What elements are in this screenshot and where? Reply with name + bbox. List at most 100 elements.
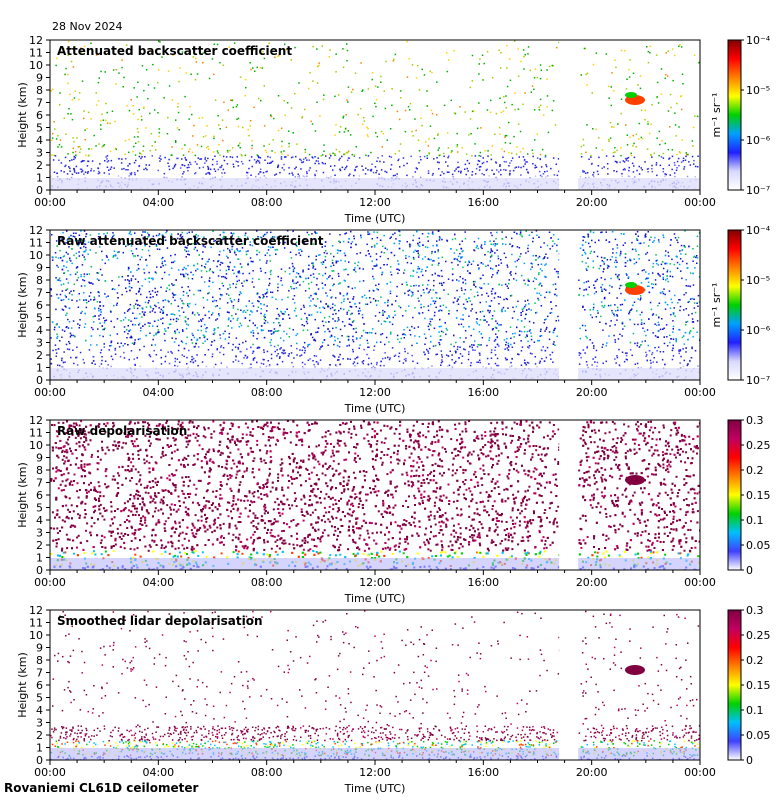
- y-tick-label: 4: [36, 324, 43, 337]
- y-tick-label: 6: [36, 299, 43, 312]
- cloud-feature: [625, 665, 645, 675]
- colorbar-tick-label: 10⁻⁶: [746, 324, 771, 337]
- surface-band: [50, 558, 700, 570]
- x-tick-label: 00:00: [34, 386, 66, 399]
- x-tick-label: 12:00: [359, 576, 391, 589]
- y-tick-label: 4: [36, 514, 43, 527]
- y-tick-label: 1: [36, 172, 43, 185]
- colorbar-tick-label: 0.05: [746, 729, 771, 742]
- data-gap: [559, 230, 579, 380]
- y-tick-label: 9: [36, 642, 43, 655]
- y-axis-label: Height (km): [16, 652, 29, 718]
- colorbar-tick-label: 10⁻⁴: [746, 34, 771, 47]
- colorbar-tick-label: 0.25: [746, 629, 771, 642]
- colorbar-tick-label: 0.1: [746, 704, 764, 717]
- colorbar-tick-label: 0.25: [746, 439, 771, 452]
- heatmap-field: [50, 40, 700, 190]
- x-tick-label: 04:00: [142, 576, 174, 589]
- y-tick-label: 7: [36, 97, 43, 110]
- panel-1: Attenuated backscatter coefficient012345…: [16, 34, 771, 225]
- y-tick-label: 10: [29, 629, 43, 642]
- y-tick-label: 10: [29, 59, 43, 72]
- panel-4: Smoothed lidar depolarisation01234567891…: [16, 604, 771, 795]
- date-label: 28 Nov 2024: [52, 20, 123, 33]
- y-tick-label: 3: [36, 147, 43, 160]
- colorbar-tick-label: 10⁻⁵: [746, 274, 770, 287]
- y-tick-label: 11: [29, 47, 43, 60]
- y-tick-label: 11: [29, 237, 43, 250]
- x-tick-label: 16:00: [467, 766, 499, 779]
- x-tick-label: 04:00: [142, 196, 174, 209]
- x-tick-label: 00:00: [684, 386, 716, 399]
- x-tick-label: 08:00: [251, 196, 283, 209]
- y-tick-label: 5: [36, 122, 43, 135]
- y-tick-label: 11: [29, 427, 43, 440]
- colorbar-gradient: [727, 609, 742, 761]
- y-tick-label: 0: [36, 184, 43, 197]
- colorbar-tick-label: 0.3: [746, 414, 764, 427]
- colorbar-tick-label: 0: [746, 564, 753, 577]
- colorbar-label: m⁻¹ sr⁻¹: [710, 283, 723, 328]
- x-tick-label: 04:00: [142, 386, 174, 399]
- y-tick-label: 4: [36, 704, 43, 717]
- y-tick-label: 6: [36, 489, 43, 502]
- colorbar-tick-label: 0.1: [746, 514, 764, 527]
- y-tick-label: 8: [36, 274, 43, 287]
- data-gap: [559, 40, 579, 190]
- y-tick-label: 0: [36, 374, 43, 387]
- colorbar-tick-label: 0.2: [746, 464, 764, 477]
- y-tick-label: 8: [36, 84, 43, 97]
- colorbar-tick-label: 0.15: [746, 679, 771, 692]
- x-tick-label: 00:00: [34, 196, 66, 209]
- x-tick-label: 08:00: [251, 576, 283, 589]
- y-tick-label: 5: [36, 312, 43, 325]
- y-tick-label: 3: [36, 337, 43, 350]
- y-axis-label: Height (km): [16, 462, 29, 528]
- colorbar-tick-label: 10⁻⁶: [746, 134, 771, 147]
- x-tick-label: 00:00: [34, 576, 66, 589]
- x-axis-label: Time (UTC): [344, 212, 406, 225]
- colorbar-tick-label: 0.05: [746, 539, 771, 552]
- heatmap-field: [50, 230, 700, 380]
- x-axis-label: Time (UTC): [344, 592, 406, 605]
- y-tick-label: 1: [36, 742, 43, 755]
- x-tick-label: 08:00: [251, 766, 283, 779]
- panel-title: Raw attenuated backscatter coefficient: [57, 234, 324, 248]
- y-tick-label: 6: [36, 679, 43, 692]
- colorbar-tick-label: 0.2: [746, 654, 764, 667]
- x-tick-label: 00:00: [684, 766, 716, 779]
- plot-area: [50, 610, 700, 760]
- x-tick-label: 12:00: [359, 386, 391, 399]
- heatmap-field: [50, 420, 700, 570]
- x-tick-label: 12:00: [359, 766, 391, 779]
- panel-3: Raw depolarisation0123456789101112Height…: [16, 414, 771, 605]
- cloud-edge: [625, 92, 637, 98]
- colorbar-tick-label: 0.15: [746, 489, 771, 502]
- y-tick-label: 2: [36, 159, 43, 172]
- y-tick-label: 5: [36, 502, 43, 515]
- data-gap: [559, 610, 579, 760]
- x-tick-label: 04:00: [142, 766, 174, 779]
- x-tick-label: 16:00: [467, 196, 499, 209]
- surface-band: [50, 368, 700, 380]
- colorbar-gradient: [727, 229, 742, 381]
- colorbar-gradient: [727, 39, 742, 191]
- heatmap-field: [50, 610, 700, 760]
- y-tick-label: 1: [36, 362, 43, 375]
- cloud-edge: [625, 282, 637, 288]
- y-tick-label: 10: [29, 249, 43, 262]
- station-label: Rovaniemi CL61D ceilometer: [4, 781, 199, 795]
- panel-title: Raw depolarisation: [57, 424, 187, 438]
- panel-2: Raw attenuated backscatter coefficient01…: [16, 224, 771, 415]
- colorbar-gradient: [727, 419, 742, 571]
- y-tick-label: 9: [36, 452, 43, 465]
- x-tick-label: 20:00: [576, 196, 608, 209]
- y-tick-label: 3: [36, 717, 43, 730]
- y-tick-label: 6: [36, 109, 43, 122]
- y-tick-label: 12: [29, 604, 43, 617]
- x-axis-label: Time (UTC): [344, 402, 406, 415]
- data-gap: [559, 420, 579, 570]
- x-tick-label: 08:00: [251, 386, 283, 399]
- colorbar-tick-label: 0.3: [746, 604, 764, 617]
